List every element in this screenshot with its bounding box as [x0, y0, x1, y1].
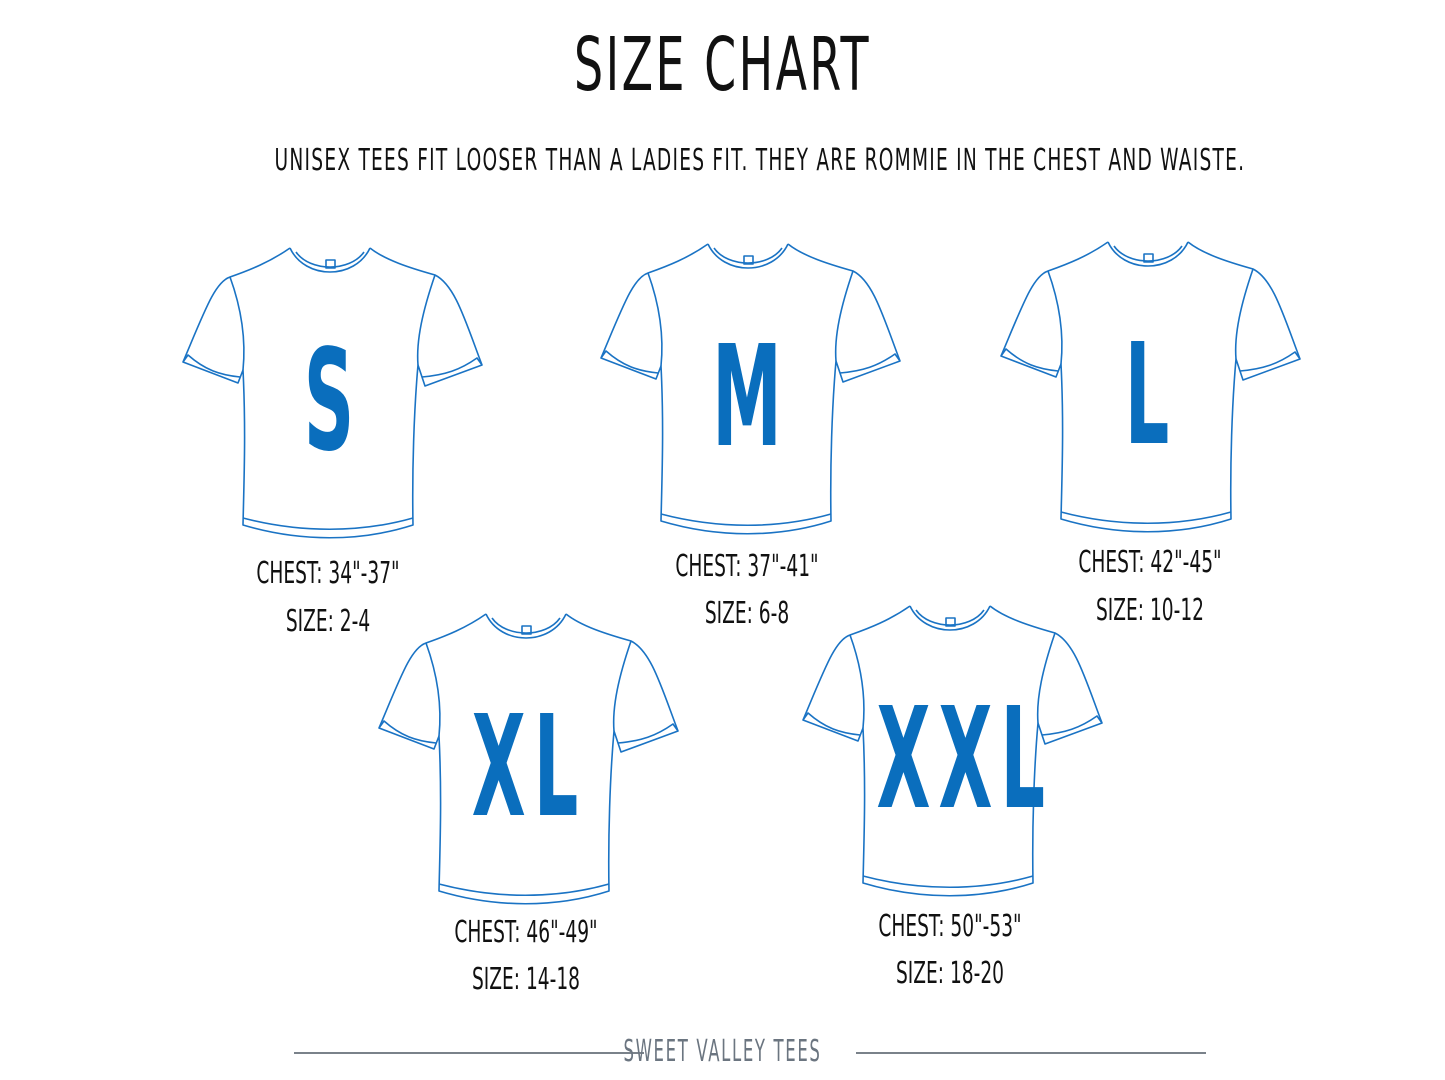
size-letter: XL — [471, 686, 587, 849]
tshirt-l: L — [998, 234, 1304, 538]
size-letter: M — [712, 316, 790, 479]
tshirt-xxl: XXL — [800, 598, 1106, 902]
size-label-m: SIZE: 6-8 — [704, 596, 790, 631]
tshirt-s: S — [180, 240, 486, 544]
page-title: SIZE CHART — [574, 22, 871, 108]
chest-label-xxl: CHEST: 50"-53" — [878, 909, 1022, 944]
size-letter: S — [303, 320, 363, 483]
size-letter: XXL — [876, 678, 1054, 841]
footer-brand: SWEET VALLEY TEES — [623, 1034, 822, 1069]
tshirt-m: M — [598, 236, 904, 540]
subtitle: UNISEX TEES FIT LOOSER THAN A LADIES FIT… — [274, 143, 1246, 178]
chest-label-m: CHEST: 37"-41" — [675, 549, 819, 584]
footer-divider-left — [294, 1052, 644, 1054]
chest-label-l: CHEST: 42"-45" — [1078, 545, 1222, 580]
size-letter: L — [1124, 314, 1178, 477]
footer-divider-right — [856, 1052, 1206, 1054]
chest-label-s: CHEST: 34"-37" — [256, 556, 400, 591]
tshirt-xl: XL — [376, 606, 682, 910]
size-label-l: SIZE: 10-12 — [1095, 593, 1205, 628]
chest-label-xl: CHEST: 46"-49" — [454, 915, 598, 950]
size-label-xxl: SIZE: 18-20 — [895, 956, 1005, 991]
size-label-s: SIZE: 2-4 — [285, 604, 371, 639]
size-label-xl: SIZE: 14-18 — [471, 962, 581, 997]
